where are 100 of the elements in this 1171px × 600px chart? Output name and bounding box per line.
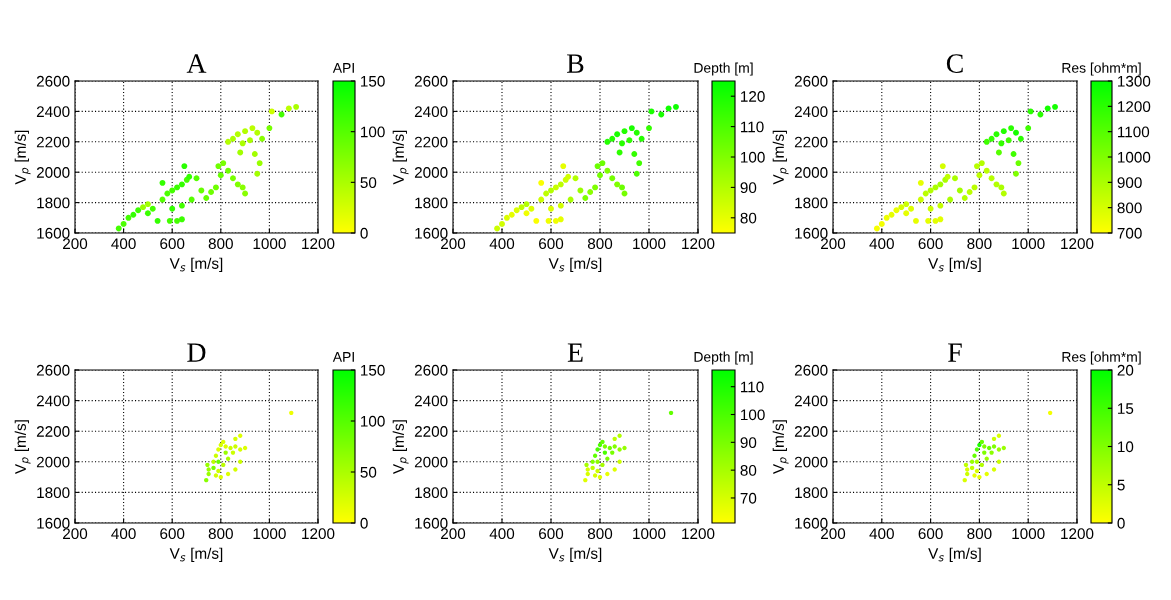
chart-title: E — [567, 343, 583, 362]
point — [1013, 129, 1019, 136]
x-tick-label: 800 — [208, 238, 233, 250]
point — [974, 163, 980, 170]
point — [898, 204, 905, 211]
point — [560, 163, 567, 170]
point — [617, 459, 622, 464]
point — [218, 474, 223, 480]
point — [125, 214, 132, 221]
x-tick-label: 800 — [587, 528, 613, 540]
point — [952, 175, 958, 182]
point — [602, 444, 608, 449]
y-tick-label: 2400 — [794, 106, 828, 118]
point — [609, 135, 616, 142]
y-axis-title: V$_{p}$ [m/s] — [14, 130, 31, 185]
point — [140, 204, 146, 211]
y-tick-label: 2600 — [36, 75, 70, 87]
point — [1013, 170, 1019, 177]
color-bar-label: 20 — [1117, 364, 1134, 376]
x-tick-label: 400 — [111, 238, 136, 250]
chart-title: A — [186, 54, 207, 73]
point — [595, 468, 600, 474]
point — [552, 217, 559, 224]
point — [619, 184, 625, 191]
point — [213, 453, 219, 458]
point — [646, 125, 652, 132]
color-bar-label: 90 — [740, 182, 757, 194]
y-tick-label: 1800 — [415, 487, 448, 499]
point — [169, 187, 176, 194]
x-tick-label: 200 — [63, 238, 88, 250]
color-bar-label: 70 — [740, 492, 757, 504]
x-tick-label: 800 — [967, 528, 992, 540]
y-tick-label: 2200 — [414, 136, 448, 148]
point — [256, 160, 263, 167]
point — [616, 149, 623, 156]
color-bar-label: 100 — [741, 409, 765, 421]
point — [947, 196, 954, 203]
point — [178, 202, 185, 209]
point — [893, 207, 900, 214]
y-tick-label: 2000 — [36, 456, 70, 468]
color-bar-label: 0 — [360, 227, 368, 239]
x-tick-label: 800 — [587, 238, 613, 250]
point — [254, 170, 261, 177]
point — [991, 436, 997, 442]
point — [991, 467, 997, 472]
chart-title: B — [567, 54, 584, 73]
point — [925, 217, 932, 224]
color-bar-label: 150 — [361, 364, 385, 376]
point — [211, 465, 216, 471]
point — [548, 205, 554, 212]
x-tick-label: 200 — [441, 238, 466, 250]
x-tick-label: 200 — [821, 528, 846, 540]
point — [988, 135, 995, 142]
point — [965, 467, 970, 472]
point — [225, 456, 231, 461]
point — [213, 473, 219, 478]
point — [628, 125, 635, 132]
point — [873, 225, 880, 232]
point — [594, 163, 601, 170]
point — [995, 149, 1002, 156]
color-bar-label: 1200 — [1118, 101, 1151, 113]
point — [610, 450, 615, 455]
point — [237, 149, 244, 156]
point — [638, 135, 645, 142]
y-tick-label: 2000 — [794, 167, 828, 178]
point — [668, 410, 674, 416]
point — [978, 160, 985, 167]
point — [1025, 125, 1032, 132]
point — [612, 467, 617, 472]
x-tick-label: 200 — [63, 528, 88, 540]
y-tick-label: 2200 — [414, 426, 448, 437]
point — [216, 468, 221, 474]
color-bar-label: 110 — [741, 381, 764, 393]
chart-title: C — [946, 54, 963, 73]
point — [595, 459, 600, 464]
point — [956, 187, 963, 194]
point — [993, 131, 1000, 138]
point — [903, 201, 910, 208]
point — [963, 462, 969, 468]
point — [983, 167, 990, 174]
point — [289, 410, 294, 416]
point — [996, 459, 1002, 464]
point — [149, 205, 156, 212]
x-tick-label: 800 — [967, 238, 992, 250]
x-tick-label: 1000 — [1012, 528, 1045, 540]
color-bar-title: Depth [m] — [694, 62, 753, 76]
point — [249, 125, 256, 132]
x-tick-label: 600 — [539, 528, 564, 540]
point — [513, 207, 520, 214]
point — [494, 225, 501, 232]
x-tick-label: 1000 — [1012, 238, 1045, 250]
color-bar-label: 90 — [740, 437, 757, 449]
color-bar-label: 80 — [740, 465, 757, 476]
point — [617, 447, 622, 452]
point — [233, 444, 238, 449]
point — [278, 111, 285, 118]
point — [1001, 445, 1006, 451]
point — [206, 471, 211, 477]
point — [605, 471, 610, 477]
point — [206, 467, 211, 472]
